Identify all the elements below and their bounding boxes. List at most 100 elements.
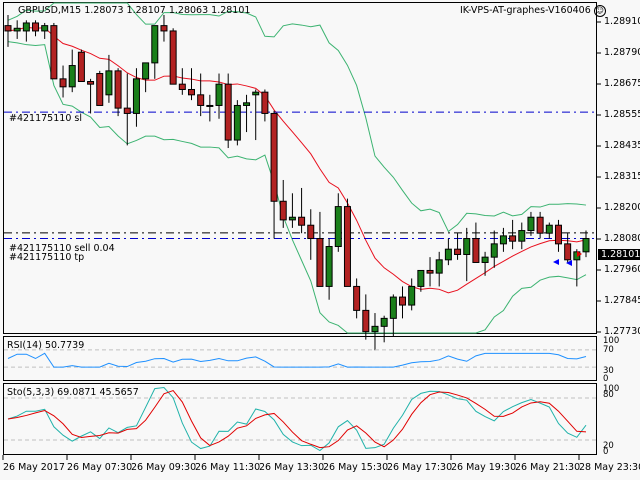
candle[interactable] [13, 20, 21, 39]
sl-label: #421175110 sl [9, 113, 82, 124]
candle[interactable] [32, 20, 40, 37]
candle[interactable] [22, 20, 30, 42]
time-tick: 26 May 13:30 [259, 462, 325, 473]
candle[interactable] [334, 193, 342, 252]
candle[interactable] [389, 294, 397, 337]
candle[interactable] [50, 22, 58, 80]
indicator-tick: 100 [603, 384, 620, 394]
candle[interactable] [362, 294, 370, 340]
expert-label: IK-VPS-AT-graphes-V160406 ☺ [460, 5, 606, 17]
candle[interactable] [215, 73, 223, 119]
tp-label: #421175110 tp [9, 252, 85, 263]
rsi-pane[interactable] [3, 336, 597, 381]
close-arrow-icon [566, 260, 572, 266]
candle[interactable] [261, 89, 269, 122]
candle[interactable] [408, 278, 416, 311]
candle[interactable] [573, 249, 581, 287]
candle[interactable] [123, 73, 131, 146]
time-tick: 26 May 17:30 [387, 462, 453, 473]
candle[interactable] [114, 68, 122, 117]
candle[interactable] [444, 238, 452, 266]
candle[interactable] [490, 230, 498, 268]
candle[interactable] [426, 257, 434, 287]
order-lines[interactable] [4, 111, 596, 240]
candle[interactable] [151, 25, 159, 79]
price-tick: 1.28910 [604, 16, 640, 27]
candle[interactable] [197, 73, 205, 117]
candle[interactable] [105, 54, 113, 103]
candle[interactable] [527, 211, 535, 236]
candle[interactable] [87, 78, 95, 114]
candle[interactable] [316, 211, 324, 287]
smiley-face-icon: ☺ [593, 5, 606, 17]
candle[interactable] [243, 94, 251, 133]
candle[interactable] [132, 68, 140, 127]
price-tick: 1.28080 [604, 233, 640, 244]
expert-name: IK-VPS-AT-graphes-V160406 [460, 5, 591, 16]
candle[interactable] [307, 209, 315, 260]
candle[interactable] [206, 94, 214, 122]
stoch-pane[interactable] [3, 383, 597, 455]
indicator-tick: 0 [603, 374, 609, 384]
candle[interactable] [435, 251, 443, 287]
candle[interactable] [472, 222, 480, 263]
candle[interactable] [481, 251, 489, 276]
indicator-tick: 30 [603, 366, 614, 376]
candle[interactable] [454, 233, 462, 260]
candle[interactable] [417, 269, 425, 292]
candle[interactable] [399, 286, 407, 319]
candle[interactable] [252, 89, 260, 141]
candle[interactable] [187, 68, 195, 101]
price-tick: 1.28675 [604, 78, 640, 89]
candle[interactable] [270, 110, 278, 239]
candle[interactable] [59, 65, 67, 98]
indicator-tick: 20 [603, 441, 614, 451]
rsi-line [4, 349, 596, 368]
candle[interactable] [279, 179, 287, 228]
candle[interactable] [160, 14, 168, 42]
candle[interactable] [582, 230, 590, 258]
time-tick: 28 May 23:30 [579, 462, 640, 473]
stoch-lines [4, 386, 596, 452]
entry-arrow-icon [577, 251, 582, 257]
candle[interactable] [545, 222, 553, 239]
candle[interactable] [518, 222, 526, 250]
candle[interactable] [353, 278, 361, 319]
price-tick: 1.27730 [604, 326, 640, 337]
price-tick: 1.28790 [604, 47, 640, 58]
trade-markers [553, 251, 582, 266]
indicator-tick: 70 [603, 345, 614, 355]
candle[interactable] [463, 227, 471, 282]
candle[interactable] [68, 49, 76, 93]
time-tick: 26 May 11:30 [195, 462, 261, 473]
candle[interactable] [298, 187, 306, 234]
candles[interactable] [4, 14, 590, 351]
candle[interactable] [536, 211, 544, 239]
candle[interactable] [96, 70, 104, 106]
candle[interactable] [325, 238, 333, 300]
candle[interactable] [554, 219, 562, 252]
candle[interactable] [142, 62, 150, 93]
price-tick: 1.27960 [604, 264, 640, 275]
time-tick: 26 May 07:30 [67, 462, 133, 473]
candle[interactable] [509, 219, 517, 250]
price-tick: 1.28435 [604, 140, 640, 151]
candle[interactable] [169, 28, 177, 85]
candle[interactable] [499, 227, 507, 252]
candle[interactable] [77, 49, 85, 83]
main-pane[interactable] [3, 2, 597, 334]
candle[interactable] [343, 198, 351, 287]
candle[interactable] [233, 100, 241, 146]
candle[interactable] [380, 315, 388, 343]
candle[interactable] [371, 313, 379, 351]
candle[interactable] [4, 14, 12, 47]
candle[interactable] [178, 68, 186, 95]
sell-arrow-icon [553, 259, 559, 265]
sell-label: #421175110 sell 0.04 [9, 243, 115, 254]
time-tick: 26 May 09:30 [131, 462, 197, 473]
candle[interactable] [224, 73, 232, 149]
candle[interactable] [564, 233, 572, 263]
candle[interactable] [288, 193, 296, 228]
candle[interactable] [41, 22, 49, 39]
